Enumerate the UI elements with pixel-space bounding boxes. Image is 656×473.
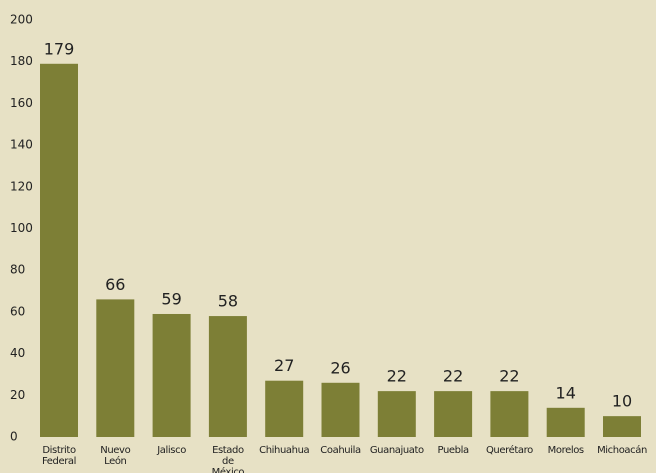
x-tick-label: Nuevo León <box>100 445 131 467</box>
y-tick-label: 140 <box>10 138 33 152</box>
x-tick-label: Michoacán <box>597 445 647 456</box>
y-tick-label: 60 <box>10 304 25 318</box>
bar <box>152 313 191 437</box>
value-label: 22 <box>387 367 407 386</box>
value-label: 14 <box>556 383 576 402</box>
y-tick-label: 160 <box>10 96 33 110</box>
y-tick-label: 120 <box>10 179 33 193</box>
x-tick-label: Puebla <box>437 445 469 456</box>
x-tick-label: Querétaro <box>485 445 533 456</box>
x-tick-label: Coahuila <box>320 445 361 456</box>
bar <box>603 416 641 437</box>
y-tick-label: 180 <box>10 54 33 68</box>
value-label: 22 <box>443 367 463 386</box>
bar <box>321 382 360 437</box>
y-tick-label: 0 <box>10 430 18 444</box>
value-label: 10 <box>612 392 632 411</box>
x-tick-label: Chihuahua <box>259 445 310 456</box>
bar <box>377 391 416 437</box>
value-label: 22 <box>499 367 519 386</box>
y-tick-label: 40 <box>10 346 25 360</box>
x-tick-label: Jalisco <box>157 445 186 456</box>
x-tick-label: Morelos <box>547 445 585 456</box>
bar <box>490 391 529 437</box>
bar <box>546 407 585 437</box>
bar <box>434 391 473 437</box>
value-label: 26 <box>330 358 350 377</box>
bar <box>208 316 247 437</box>
value-label: 27 <box>274 356 294 375</box>
x-tick-label: Distrito Federal <box>41 445 77 467</box>
y-tick-label: 100 <box>10 221 33 235</box>
bar <box>40 63 78 437</box>
x-tick-label: Guanajuato <box>369 445 424 456</box>
value-label: 66 <box>105 275 125 294</box>
value-label: 58 <box>218 292 238 311</box>
y-tick-label: 80 <box>10 263 25 277</box>
bar <box>265 380 304 437</box>
value-label: 179 <box>44 39 75 58</box>
y-tick-label: 200 <box>10 13 33 27</box>
bar <box>96 299 135 437</box>
x-tick-label: Estado de México <box>211 445 245 473</box>
y-tick-label: 20 <box>10 388 25 402</box>
value-label: 59 <box>161 289 181 308</box>
